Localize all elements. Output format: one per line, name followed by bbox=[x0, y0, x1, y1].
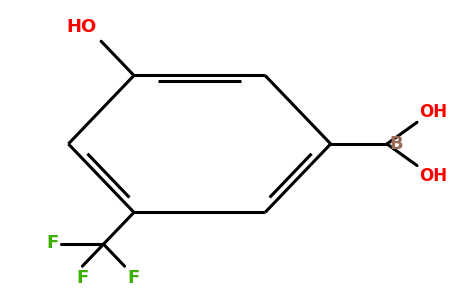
Text: F: F bbox=[127, 269, 139, 287]
Text: OH: OH bbox=[419, 167, 447, 185]
Text: B: B bbox=[389, 135, 403, 153]
Text: F: F bbox=[47, 234, 59, 252]
Text: HO: HO bbox=[66, 18, 97, 36]
Text: OH: OH bbox=[419, 103, 447, 121]
Text: F: F bbox=[76, 269, 89, 287]
